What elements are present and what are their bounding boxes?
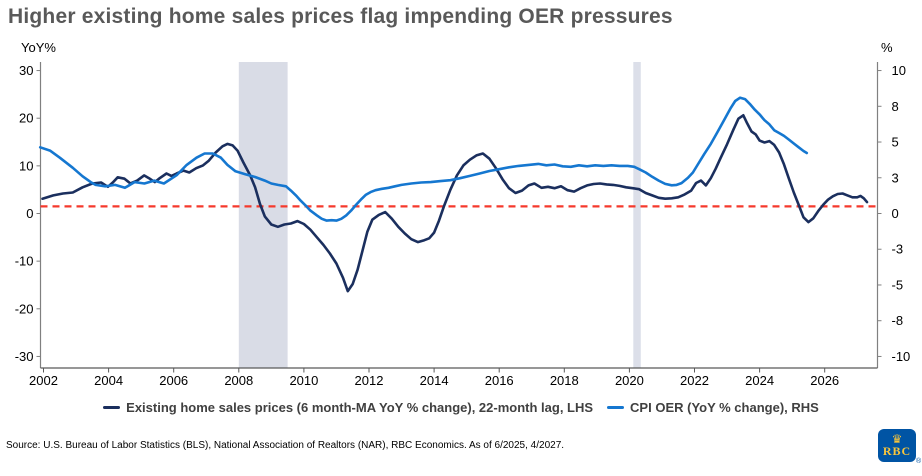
svg-text:2016: 2016 [485, 373, 514, 388]
source-note: Source: U.S. Bureau of Labor Statistics … [6, 440, 565, 451]
svg-text:2008: 2008 [224, 373, 253, 388]
svg-text:10: 10 [19, 158, 33, 173]
svg-text:5: 5 [892, 135, 899, 150]
svg-text:-10: -10 [15, 254, 34, 269]
svg-text:2002: 2002 [29, 373, 58, 388]
svg-text:2014: 2014 [420, 373, 449, 388]
svg-text:0: 0 [892, 206, 899, 221]
legend-label: Existing home sales prices (6 month-MA Y… [126, 400, 594, 415]
svg-text:0: 0 [26, 206, 33, 221]
chart-plot-area: 2002 2004 2006 2008 2010 2012 2014 2016 2018 2020… [15, 62, 911, 388]
legend-item-existing-home-sales-prices: Existing home sales prices (6 month-MA Y… [103, 400, 593, 415]
svg-text:30: 30 [19, 63, 33, 78]
lion-crest-icon: ♛ [891, 432, 903, 446]
svg-text:-20: -20 [15, 301, 34, 316]
legend: Existing home sales prices (6 month-MA Y… [0, 400, 922, 415]
legend-item-cpi-oer: CPI OER (YoY % change), RHS [607, 400, 819, 415]
registered-trademark-icon: ® [916, 458, 922, 465]
rbc-logo-text: RBC [882, 444, 912, 458]
svg-text:8: 8 [892, 99, 899, 114]
svg-text:2012: 2012 [355, 373, 384, 388]
blue-line-swatch-icon [607, 406, 625, 409]
svg-text:2024: 2024 [745, 373, 774, 388]
svg-text:-5: -5 [892, 277, 904, 292]
svg-text:-10: -10 [892, 349, 911, 364]
right-axis-unit-label: % [881, 40, 893, 55]
svg-text:3: 3 [892, 170, 899, 185]
svg-text:-30: -30 [15, 349, 34, 364]
navy-line-swatch-icon [103, 406, 121, 409]
svg-text:2004: 2004 [94, 373, 123, 388]
rbc-logo: ♛ RBC [878, 429, 916, 462]
svg-text:10: 10 [892, 63, 906, 78]
left-axis-unit-label: YoY% [21, 40, 56, 55]
svg-text:2018: 2018 [550, 373, 579, 388]
legend-label: CPI OER (YoY % change), RHS [630, 400, 819, 415]
svg-text:-8: -8 [892, 313, 904, 328]
svg-text:-3: -3 [892, 242, 904, 257]
svg-text:2020: 2020 [615, 373, 644, 388]
svg-text:2006: 2006 [159, 373, 188, 388]
svg-text:20: 20 [19, 111, 33, 126]
svg-text:2010: 2010 [289, 373, 318, 388]
svg-text:2026: 2026 [810, 373, 839, 388]
chart-title: Higher existing home sales prices flag i… [8, 5, 673, 28]
svg-text:2022: 2022 [680, 373, 709, 388]
